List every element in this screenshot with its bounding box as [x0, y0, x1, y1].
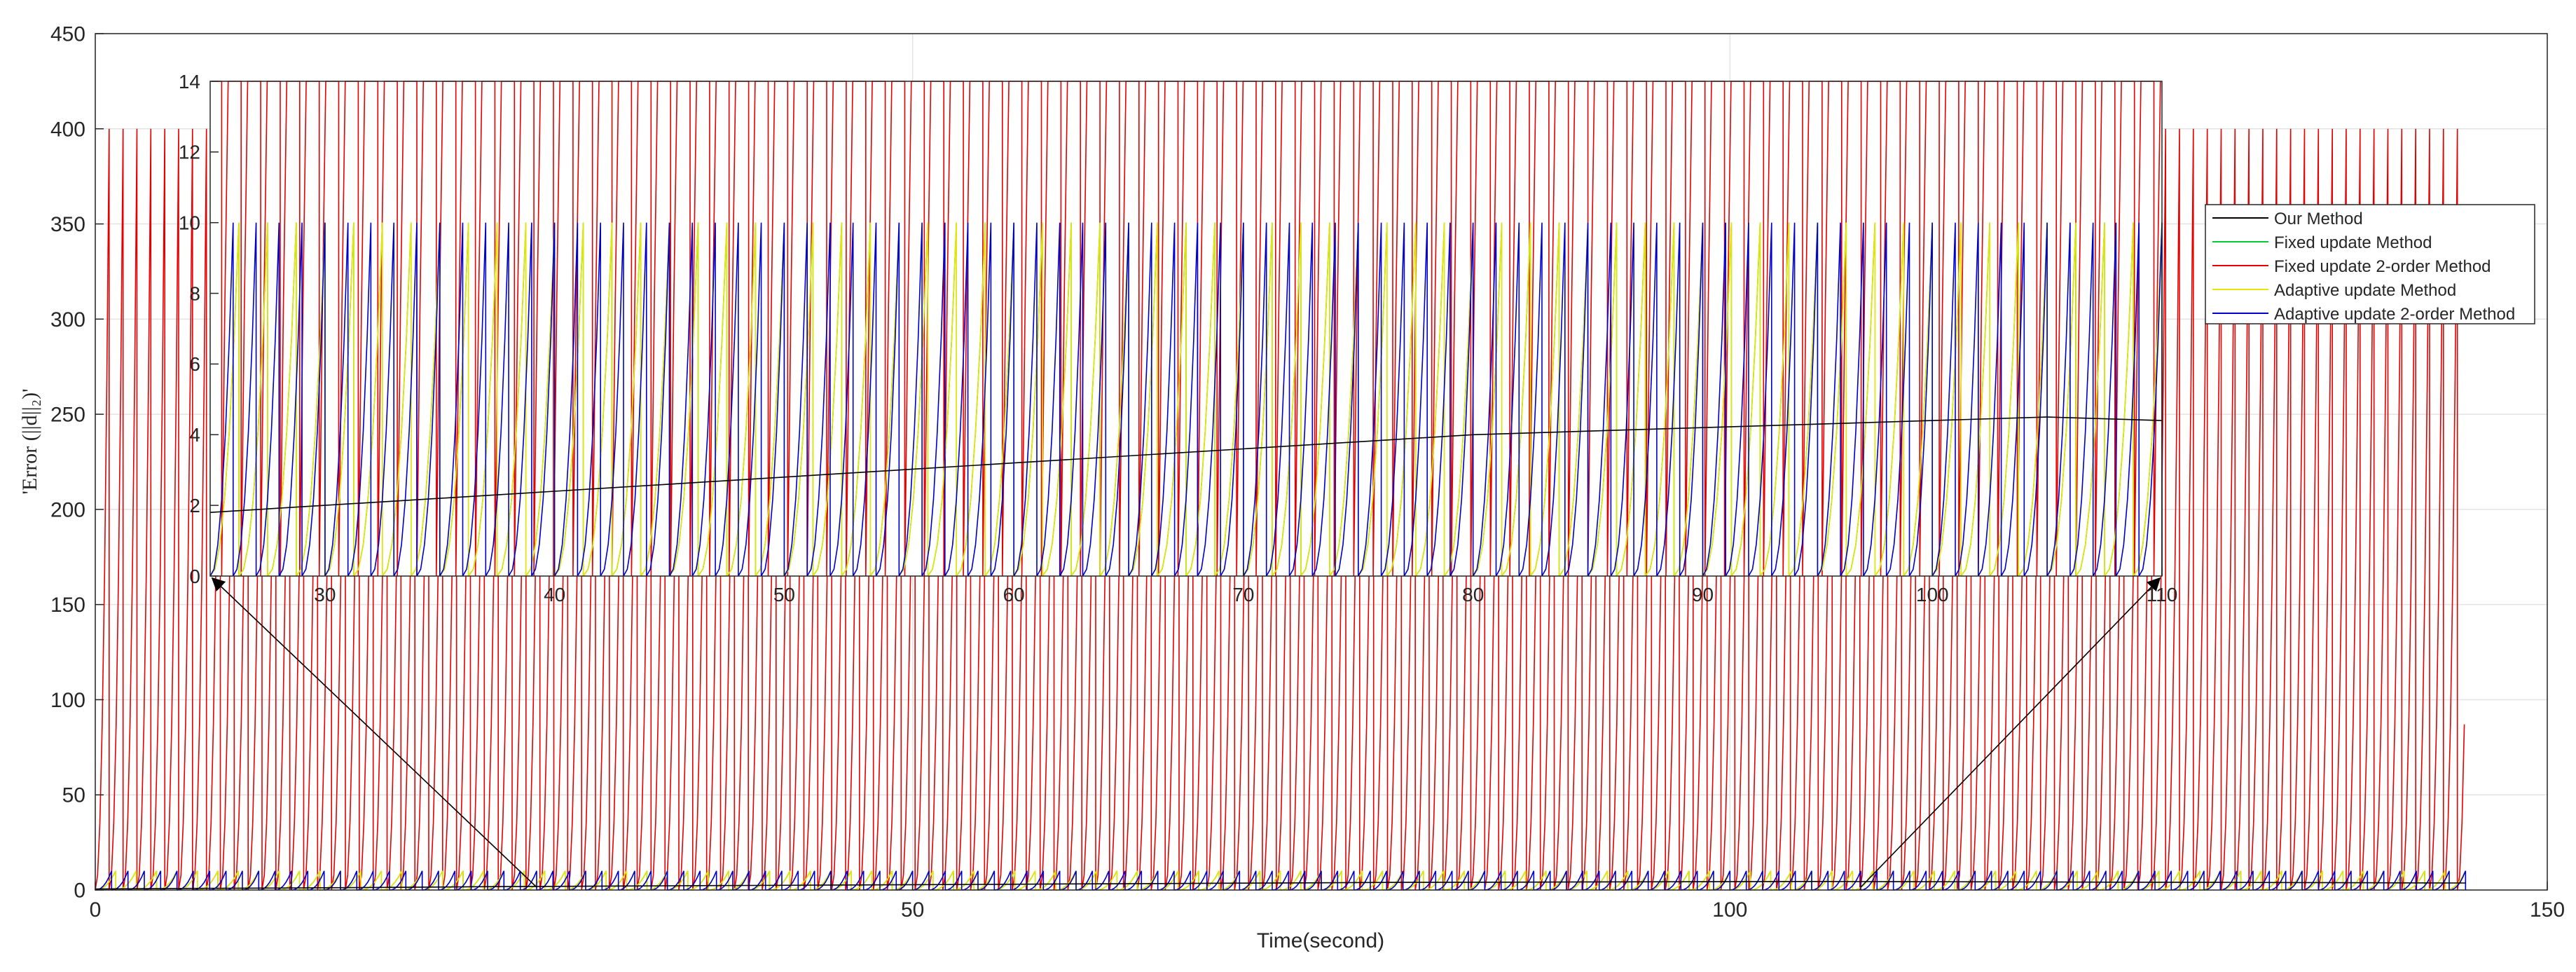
legend-item: Adaptive update 2-order Method [2212, 305, 2515, 324]
inset-series-line [209, 416, 2163, 513]
inset-y-tick-label: 8 [189, 282, 200, 304]
main-y-tick-label: 400 [50, 118, 85, 141]
zoom-arrow-right [1860, 577, 2161, 888]
main-plot-series [95, 128, 2467, 891]
main-y-tick-label: 100 [50, 689, 85, 712]
series-line [95, 128, 2465, 891]
main-x-tick-label: 100 [1712, 898, 1747, 922]
legend-item: Adaptive update Method [2212, 281, 2456, 300]
legend-box [2205, 204, 2535, 324]
inset-axes-frame [209, 81, 2163, 577]
inset-y-tick-label: 4 [189, 424, 200, 446]
main-x-tick-label: 50 [901, 898, 924, 922]
series-line [95, 880, 2466, 890]
inset-x-tick-label: 100 [1916, 584, 1949, 605]
main-y-tick-label: 450 [50, 23, 85, 46]
zoom-arrow-left [211, 577, 537, 888]
legend: Our Method Fixed update Method Fixed upd… [2205, 204, 2535, 324]
inset-series-line [209, 222, 2163, 577]
inset-x-tick-label: 30 [314, 584, 336, 605]
legend-item: Our Method [2212, 210, 2363, 228]
inset-y-tick-label: 2 [189, 495, 200, 516]
main-y-tick-label: 350 [50, 213, 85, 236]
legend-label: Adaptive update Method [2274, 281, 2456, 300]
main-y-tick-label: 0 [74, 879, 85, 903]
main-y-tick-label: 250 [50, 404, 85, 427]
zoom-arrows [211, 577, 2161, 888]
inset-x-tick-label: 80 [1462, 584, 1484, 605]
legend-label: Adaptive update 2-order Method [2274, 305, 2515, 324]
inset-x-tick-label: 60 [1003, 584, 1025, 605]
inset-x-tick-label: 90 [1692, 584, 1714, 605]
main-x-tick-label: 0 [90, 898, 102, 922]
inset-x-tick-label: 70 [1232, 584, 1254, 605]
inset-y-tick-label: 0 [189, 566, 200, 587]
main-x-tick-label: 150 [2530, 898, 2565, 922]
main-axes-frame [95, 33, 2548, 891]
legend-item: Fixed update Method [2212, 233, 2432, 252]
main-y-tick-label: 200 [50, 498, 85, 521]
inset-y-tick-label: 10 [179, 212, 200, 234]
legend-item: Fixed update 2-order Method [2212, 257, 2491, 276]
main-y-tick-label: 50 [62, 784, 85, 807]
main-y-tick-label: 300 [50, 308, 85, 331]
x-axis-label: Time(second) [1257, 929, 1384, 952]
inset-y-tick-label: 12 [179, 142, 200, 163]
y-axis-label: 'Error (||d||₂)' [18, 388, 41, 494]
legend-label: Fixed update 2-order Method [2274, 257, 2491, 276]
inset-y-tick-label: 6 [189, 353, 200, 375]
main-y-tick-label: 150 [50, 594, 85, 617]
inset-x-tick-label: 50 [773, 584, 795, 605]
inset-y-tick-label: 14 [179, 71, 200, 93]
legend-label: Fixed update Method [2274, 233, 2432, 252]
inset-x-tick-label: 40 [544, 584, 565, 605]
legend-label: Our Method [2274, 210, 2363, 228]
